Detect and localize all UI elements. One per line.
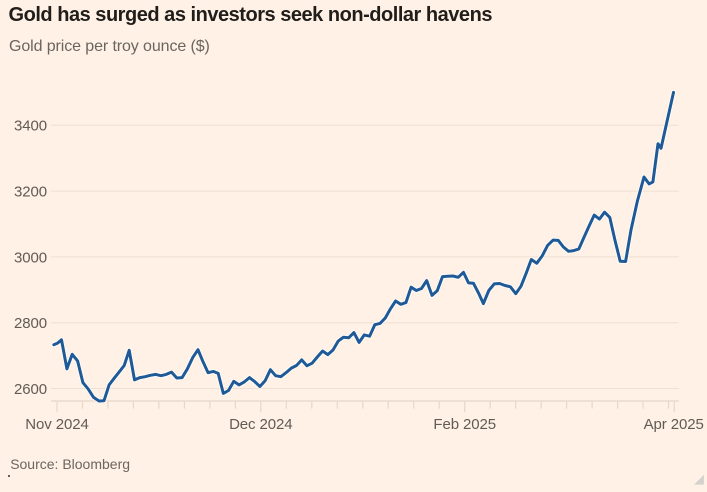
- svg-text:Nov 2024: Nov 2024: [25, 416, 88, 433]
- svg-text:3200: 3200: [14, 184, 47, 201]
- svg-text:2600: 2600: [14, 381, 47, 398]
- svg-text:Apr 2025: Apr 2025: [644, 416, 704, 433]
- svg-text:Dec 2024: Dec 2024: [229, 416, 292, 433]
- svg-text:2800: 2800: [14, 315, 47, 332]
- svg-text:Feb 2025: Feb 2025: [433, 416, 496, 433]
- svg-text:3400: 3400: [14, 118, 47, 135]
- svg-text:3000: 3000: [14, 249, 47, 266]
